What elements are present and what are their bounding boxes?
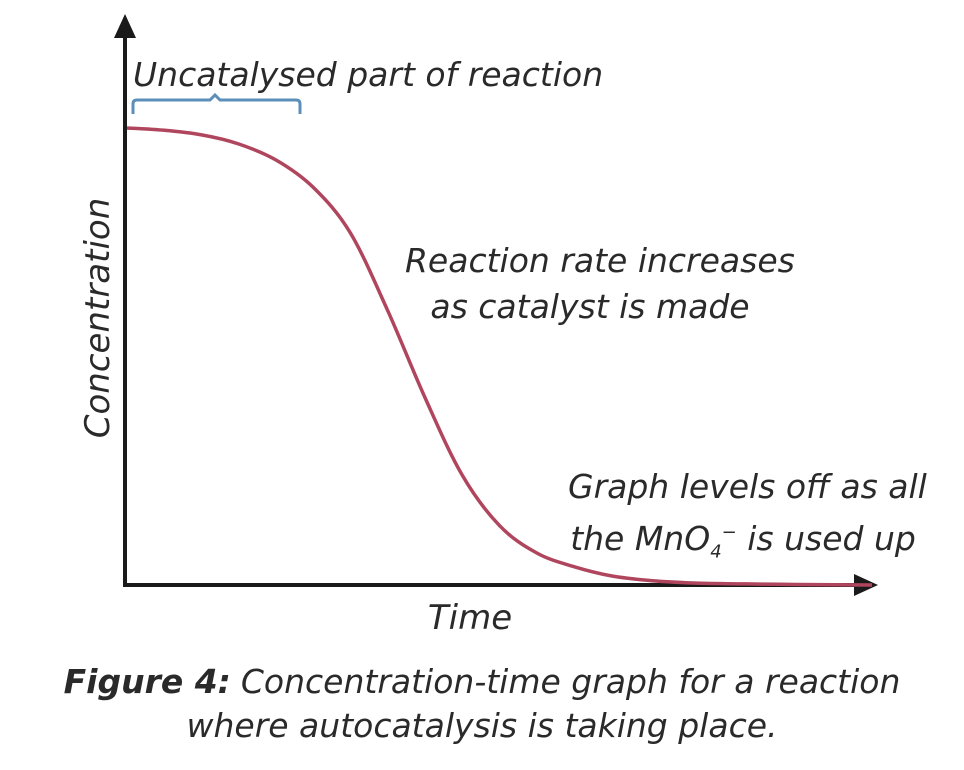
caption-text-2: where autocatalysis is taking place. bbox=[186, 706, 778, 745]
y-axis-arrow bbox=[114, 14, 136, 38]
mno-subscript: 4 bbox=[710, 541, 722, 563]
annotation-rate-line2: as catalyst is made bbox=[430, 287, 750, 326]
chart bbox=[114, 14, 878, 596]
annotation-levels-line1: Graph levels off as all bbox=[568, 467, 927, 506]
annotation-rate-increases: Reaction rate increases as catalyst is m… bbox=[405, 238, 795, 330]
mno-superscript: − bbox=[721, 522, 737, 543]
concentration-curve bbox=[126, 126, 873, 587]
caption-text-1: Concentration-time graph for a reaction bbox=[240, 662, 901, 701]
caption-line1: Figure 4: Concentration-time graph for a … bbox=[0, 660, 964, 704]
annotation-rate-line1: Reaction rate increases bbox=[405, 241, 795, 280]
mno-text: the MnO bbox=[570, 519, 711, 558]
y-axis-label: Concentration bbox=[78, 197, 118, 439]
mno-rest: is used up bbox=[736, 519, 916, 558]
annotation-uncatalysed: Uncatalysed part of reaction bbox=[133, 55, 604, 94]
uncatalysed-brace bbox=[131, 92, 302, 114]
annotation-levels-line2: the MnO4− is used up bbox=[568, 510, 918, 576]
figure-number: Figure 4: bbox=[63, 662, 231, 701]
figure-caption: Figure 4: Concentration-time graph for a … bbox=[0, 660, 964, 748]
x-axis-label: Time bbox=[427, 598, 513, 638]
annotation-levels-off: Graph levels off as all the MnO4− is use… bbox=[568, 464, 927, 576]
